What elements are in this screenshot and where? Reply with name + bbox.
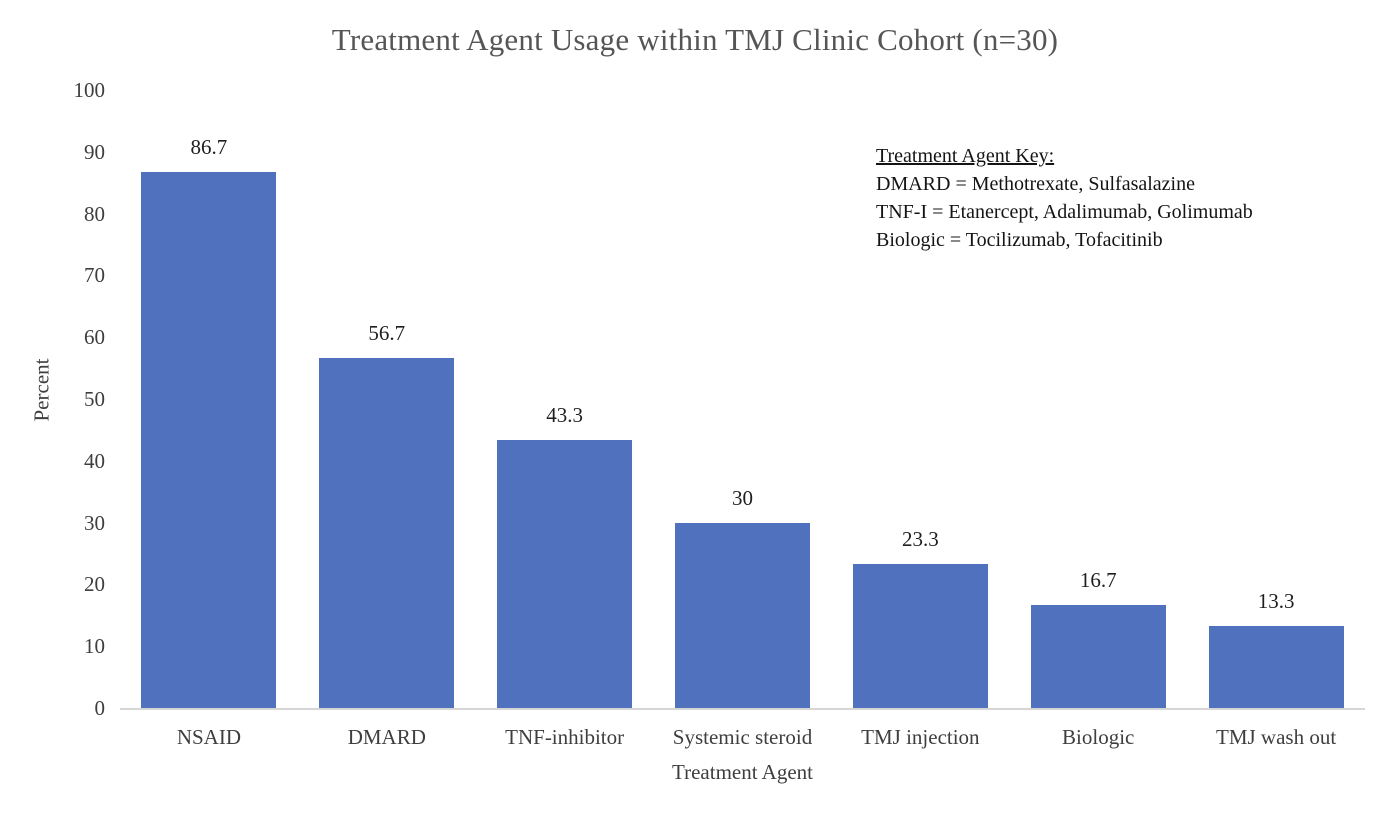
y-axis-tick-label: 70	[84, 263, 105, 288]
x-axis-tick-label: TNF-inhibitor	[505, 725, 625, 749]
bar-value-label: 30	[732, 485, 753, 510]
bar-column: 43.3 TNF-inhibitor	[476, 90, 654, 749]
bar-value-label: 56.7	[368, 320, 406, 345]
key-line: DMARD = Methotrexate, Sulfasalazine	[876, 173, 1195, 195]
y-axis-tick-label: 50	[84, 387, 105, 411]
treatment-agent-key: Treatment Agent Key: DMARD = Methotrexat…	[876, 142, 1253, 254]
bar	[1030, 604, 1166, 708]
bar-column: 56.7 DMARD	[298, 90, 476, 749]
bar-column: 23.3 TMJ injection	[831, 90, 1009, 749]
y-axis-tick-label: 100	[73, 78, 106, 102]
y-axis-tick-label: 10	[84, 634, 105, 659]
bar	[141, 172, 277, 708]
key-lines: DMARD = Methotrexate, Sulfasalazine TNF-I…	[876, 170, 1253, 254]
y-axis-tick-label: 80	[84, 201, 105, 226]
bar	[1208, 625, 1344, 708]
y-axis-tick-label: 20	[84, 572, 105, 597]
y-axis-tick-label: 90	[84, 139, 105, 164]
plot-area: 86.7 NSAID 56.7 DMARD 43.3 TNF-inhibitor 30 Sys…	[120, 90, 1365, 749]
bar-column: 86.7 NSAID	[120, 90, 298, 749]
bar-column: 16.7 Biologic	[1009, 90, 1187, 749]
bar-value-label: 16.7	[1079, 567, 1117, 592]
bar	[497, 440, 633, 708]
x-axis-tick-label: TMJ wash out	[1215, 725, 1337, 749]
bar	[852, 564, 988, 708]
bar-value-label: 23.3	[901, 527, 939, 552]
bar-column: 13.3 TMJ wash out	[1187, 90, 1365, 749]
y-axis-tick-label: 0	[94, 696, 106, 720]
bar	[319, 357, 455, 708]
x-axis-tick-label: TMJ injection	[861, 725, 980, 749]
x-axis-title: Treatment Agent	[672, 760, 813, 784]
x-axis-tick-label: Systemic steroid	[672, 725, 813, 749]
chart-title: Treatment Agent Usage within TMJ Clinic …	[331, 22, 1059, 57]
bar-column: 30 Systemic steroid	[654, 90, 832, 749]
bar-value-label: 86.7	[190, 135, 228, 160]
key-line: TNF-I = Etanercept, Adalimumab, Golimuma…	[876, 201, 1253, 223]
x-axis-tick-label: DMARD	[347, 725, 426, 749]
bar	[675, 522, 810, 708]
y-axis-tick-label: 30	[84, 510, 105, 535]
x-axis-tick-label: Biologic	[1062, 725, 1135, 749]
y-axis-tick-label: 60	[84, 325, 105, 350]
bars-container: 86.7 NSAID 56.7 DMARD 43.3 TNF-inhibitor 30 Sys…	[120, 90, 1365, 749]
x-axis-tick-label: NSAID	[176, 725, 242, 749]
bar-value-label: 13.3	[1257, 588, 1295, 613]
key-heading: Treatment Agent Key:	[876, 145, 1055, 167]
bar-value-label: 43.3	[546, 403, 584, 428]
key-line: Biologic = Tocilizumab, Tofacitinib	[876, 229, 1163, 251]
y-axis-tick-label: 40	[84, 448, 105, 473]
y-axis-ticks: 0 10 20 30 40 50 60 70 80 90 100	[0, 78, 106, 720]
